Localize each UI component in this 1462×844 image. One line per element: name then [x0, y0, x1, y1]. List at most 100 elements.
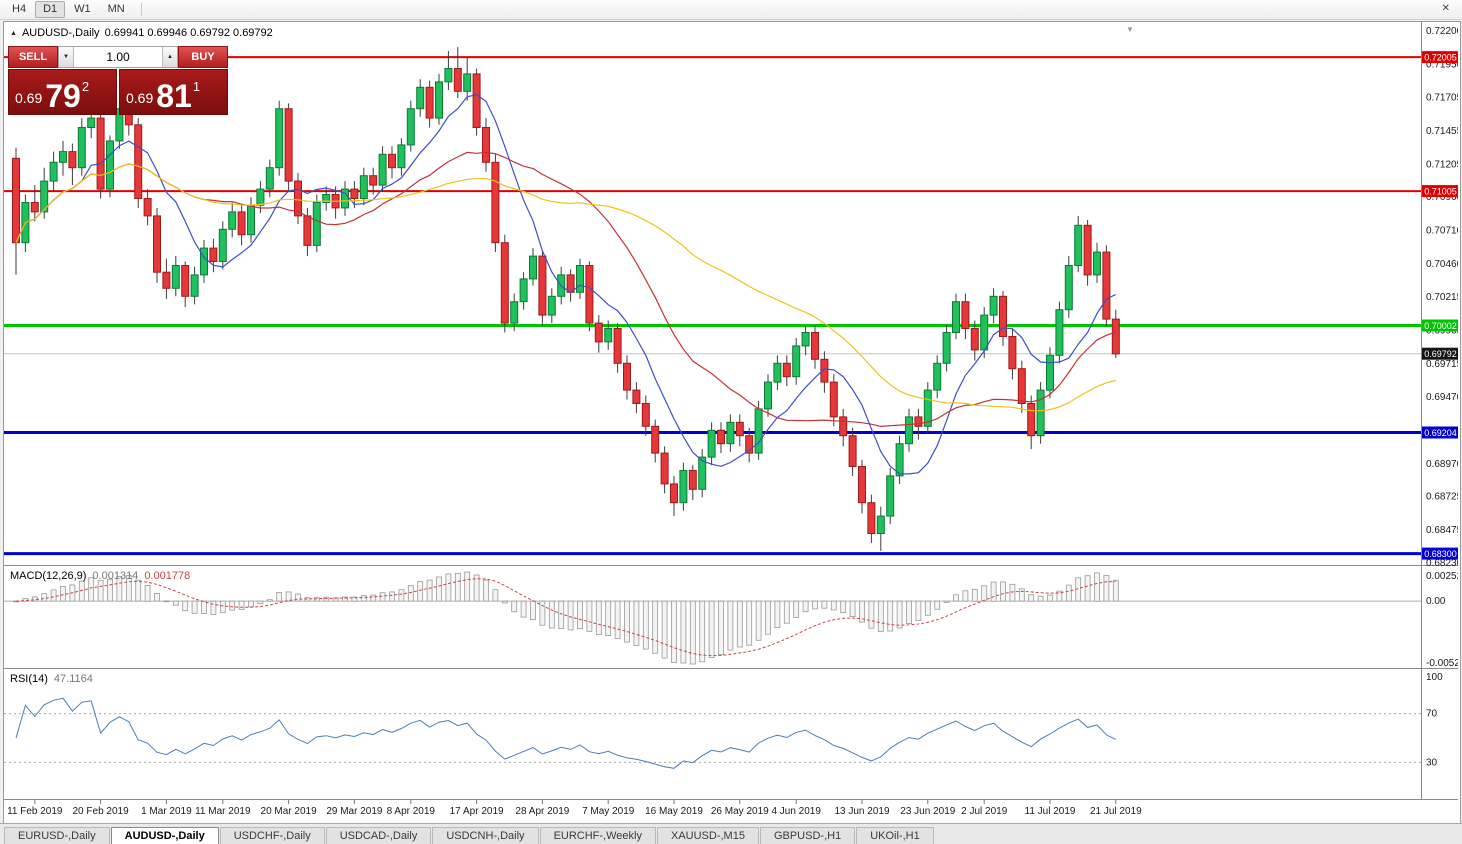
- rsi-line: [15, 697, 1117, 769]
- buy-price-big: 81: [156, 78, 192, 114]
- tab-eurchf-weekly[interactable]: EURCHF-,Weekly: [539, 827, 656, 844]
- svg-text:23 Jun 2019: 23 Jun 2019: [900, 806, 955, 817]
- svg-text:16 May 2019: 16 May 2019: [645, 806, 703, 817]
- rsi-axis: 100 70 30: [1426, 672, 1443, 768]
- svg-text:0.69715: 0.69715: [1426, 359, 1458, 370]
- rsi-indicator-label: RSI(14) 47.1164: [10, 673, 93, 685]
- svg-text:0.69204: 0.69204: [1424, 428, 1457, 438]
- tab-eurusd-daily[interactable]: EURUSD-,Daily: [4, 827, 110, 844]
- chart-shift-marker-icon[interactable]: ▼: [1126, 25, 1134, 34]
- volume-decrease-button[interactable]: ▼: [59, 47, 74, 67]
- price-level-badge: 0.69792: [1422, 347, 1459, 360]
- svg-text:17 Apr 2019: 17 Apr 2019: [450, 806, 504, 817]
- svg-text:0.70002: 0.70002: [1424, 321, 1457, 331]
- buy-price-sup: 1: [192, 79, 201, 94]
- timeframe-d1-button[interactable]: D1: [35, 1, 66, 18]
- price-level-badge: 0.69204: [1422, 426, 1459, 439]
- top-toolbar: H4 D1 W1 MN ✕: [0, 0, 1462, 20]
- svg-text:0.71455: 0.71455: [1426, 126, 1458, 137]
- candlestick-series: [12, 47, 1120, 551]
- collapse-arrow-icon[interactable]: ▲: [10, 29, 17, 37]
- svg-text:11 Mar 2019: 11 Mar 2019: [195, 806, 251, 817]
- chart-ohlc-values: 0.69941 0.69946 0.69792 0.69792: [104, 27, 273, 39]
- svg-text:21 Jul 2019: 21 Jul 2019: [1090, 806, 1142, 817]
- rsi-name: RSI(14): [10, 673, 48, 685]
- svg-text:26 May 2019: 26 May 2019: [711, 806, 769, 817]
- svg-text:0.68300: 0.68300: [1424, 549, 1457, 559]
- svg-text:0.70215: 0.70215: [1426, 292, 1458, 303]
- svg-text:0.68475: 0.68475: [1426, 525, 1458, 536]
- price-level-badge: 0.71005: [1422, 185, 1459, 198]
- tab-usdchf-daily[interactable]: USDCHF-,Daily: [219, 827, 325, 844]
- volume-increase-button[interactable]: ▲: [162, 47, 177, 67]
- svg-text:7 May 2019: 7 May 2019: [582, 806, 635, 817]
- window-close-icon[interactable]: ✕: [1441, 3, 1450, 14]
- svg-text:11 Feb 2019: 11 Feb 2019: [7, 806, 63, 817]
- svg-text:0.71205: 0.71205: [1426, 159, 1458, 170]
- timeframe-h4-button[interactable]: H4: [4, 1, 34, 18]
- volume-stepper: ▼ 1.00 ▲: [58, 46, 178, 68]
- moving-average-line-44: [15, 163, 1116, 412]
- rsi-value: 47.1164: [53, 673, 93, 685]
- svg-text:0.71005: 0.71005: [1424, 187, 1457, 197]
- price-level-badge: 0.68300: [1422, 547, 1459, 560]
- svg-text:0.68725: 0.68725: [1426, 492, 1458, 503]
- timeframe-w1-button[interactable]: W1: [66, 1, 99, 18]
- svg-text:0.002522: 0.002522: [1426, 571, 1458, 582]
- macd-histogram: [13, 571, 1119, 665]
- chart-tab-bar: EURUSD-,Daily AUDUSD-,Daily USDCHF-,Dail…: [0, 823, 1462, 844]
- one-click-trading-panel: SELL ▼ 1.00 ▲ BUY 0.69 79 2 0.69 81 1: [8, 46, 228, 115]
- price-level-badge: 0.72005: [1422, 51, 1459, 64]
- sell-button[interactable]: SELL: [8, 46, 58, 68]
- sell-price-small: 0.69: [15, 90, 43, 106]
- svg-text:0.69792: 0.69792: [1424, 349, 1457, 359]
- sell-price-big: 79: [45, 78, 81, 114]
- sell-price-display[interactable]: 0.69 79 2: [8, 69, 117, 115]
- svg-text:0.72005: 0.72005: [1424, 53, 1457, 63]
- svg-text:0.00: 0.00: [1426, 596, 1446, 607]
- price-level-badge: 0.70002: [1422, 319, 1459, 332]
- svg-text:20 Mar 2019: 20 Mar 2019: [261, 806, 318, 817]
- macd-value-main: 0.001314: [92, 570, 139, 582]
- tab-ukoil-h1[interactable]: UKOil-,H1: [856, 827, 934, 844]
- tab-audusd-daily[interactable]: AUDUSD-,Daily: [110, 827, 219, 844]
- svg-text:20 Feb 2019: 20 Feb 2019: [73, 806, 130, 817]
- tab-usdcad-daily[interactable]: USDCAD-,Daily: [325, 827, 432, 844]
- svg-text:2 Jul 2019: 2 Jul 2019: [961, 806, 1008, 817]
- moving-average-line-8: [15, 94, 1117, 475]
- toolbar-divider: [140, 3, 142, 16]
- svg-text:1 Mar 2019: 1 Mar 2019: [141, 806, 192, 817]
- tab-xauusd-m15[interactable]: XAUUSD-,M15: [656, 827, 759, 844]
- svg-text:29 Mar 2019: 29 Mar 2019: [326, 806, 383, 817]
- macd-name: MACD(12,26,9): [10, 570, 87, 582]
- buy-price-small: 0.69: [126, 90, 154, 106]
- timeframe-mn-button[interactable]: MN: [100, 1, 133, 18]
- svg-text:4 Jun 2019: 4 Jun 2019: [771, 806, 821, 817]
- svg-text:100: 100: [1426, 672, 1443, 683]
- buy-price-display[interactable]: 0.69 81 1: [119, 69, 228, 115]
- svg-text:8 Apr 2019: 8 Apr 2019: [387, 806, 436, 817]
- sell-price-sup: 2: [81, 79, 90, 94]
- svg-text:70: 70: [1426, 709, 1438, 720]
- tab-usdcnh-daily[interactable]: USDCNH-,Daily: [432, 827, 539, 844]
- volume-input[interactable]: 1.00: [106, 50, 130, 64]
- buy-button[interactable]: BUY: [178, 46, 228, 68]
- macd-signal-line: [15, 578, 1116, 657]
- macd-indicator-label: MACD(12,26,9) 0.001314 0.001778: [10, 570, 190, 582]
- time-axis[interactable]: 11 Feb 2019 20 Feb 2019 1 Mar 2019 11 Mar 2…: [7, 800, 1142, 817]
- tab-gbpusd-h1[interactable]: GBPUSD-,H1: [759, 827, 856, 844]
- macd-axis: 0.002522 0.00 -0.005234: [1426, 571, 1460, 669]
- svg-text:28 Apr 2019: 28 Apr 2019: [515, 806, 569, 817]
- chart-symbol-header: ▲ AUDUSD-,Daily 0.69941 0.69946 0.69792 …: [10, 27, 273, 39]
